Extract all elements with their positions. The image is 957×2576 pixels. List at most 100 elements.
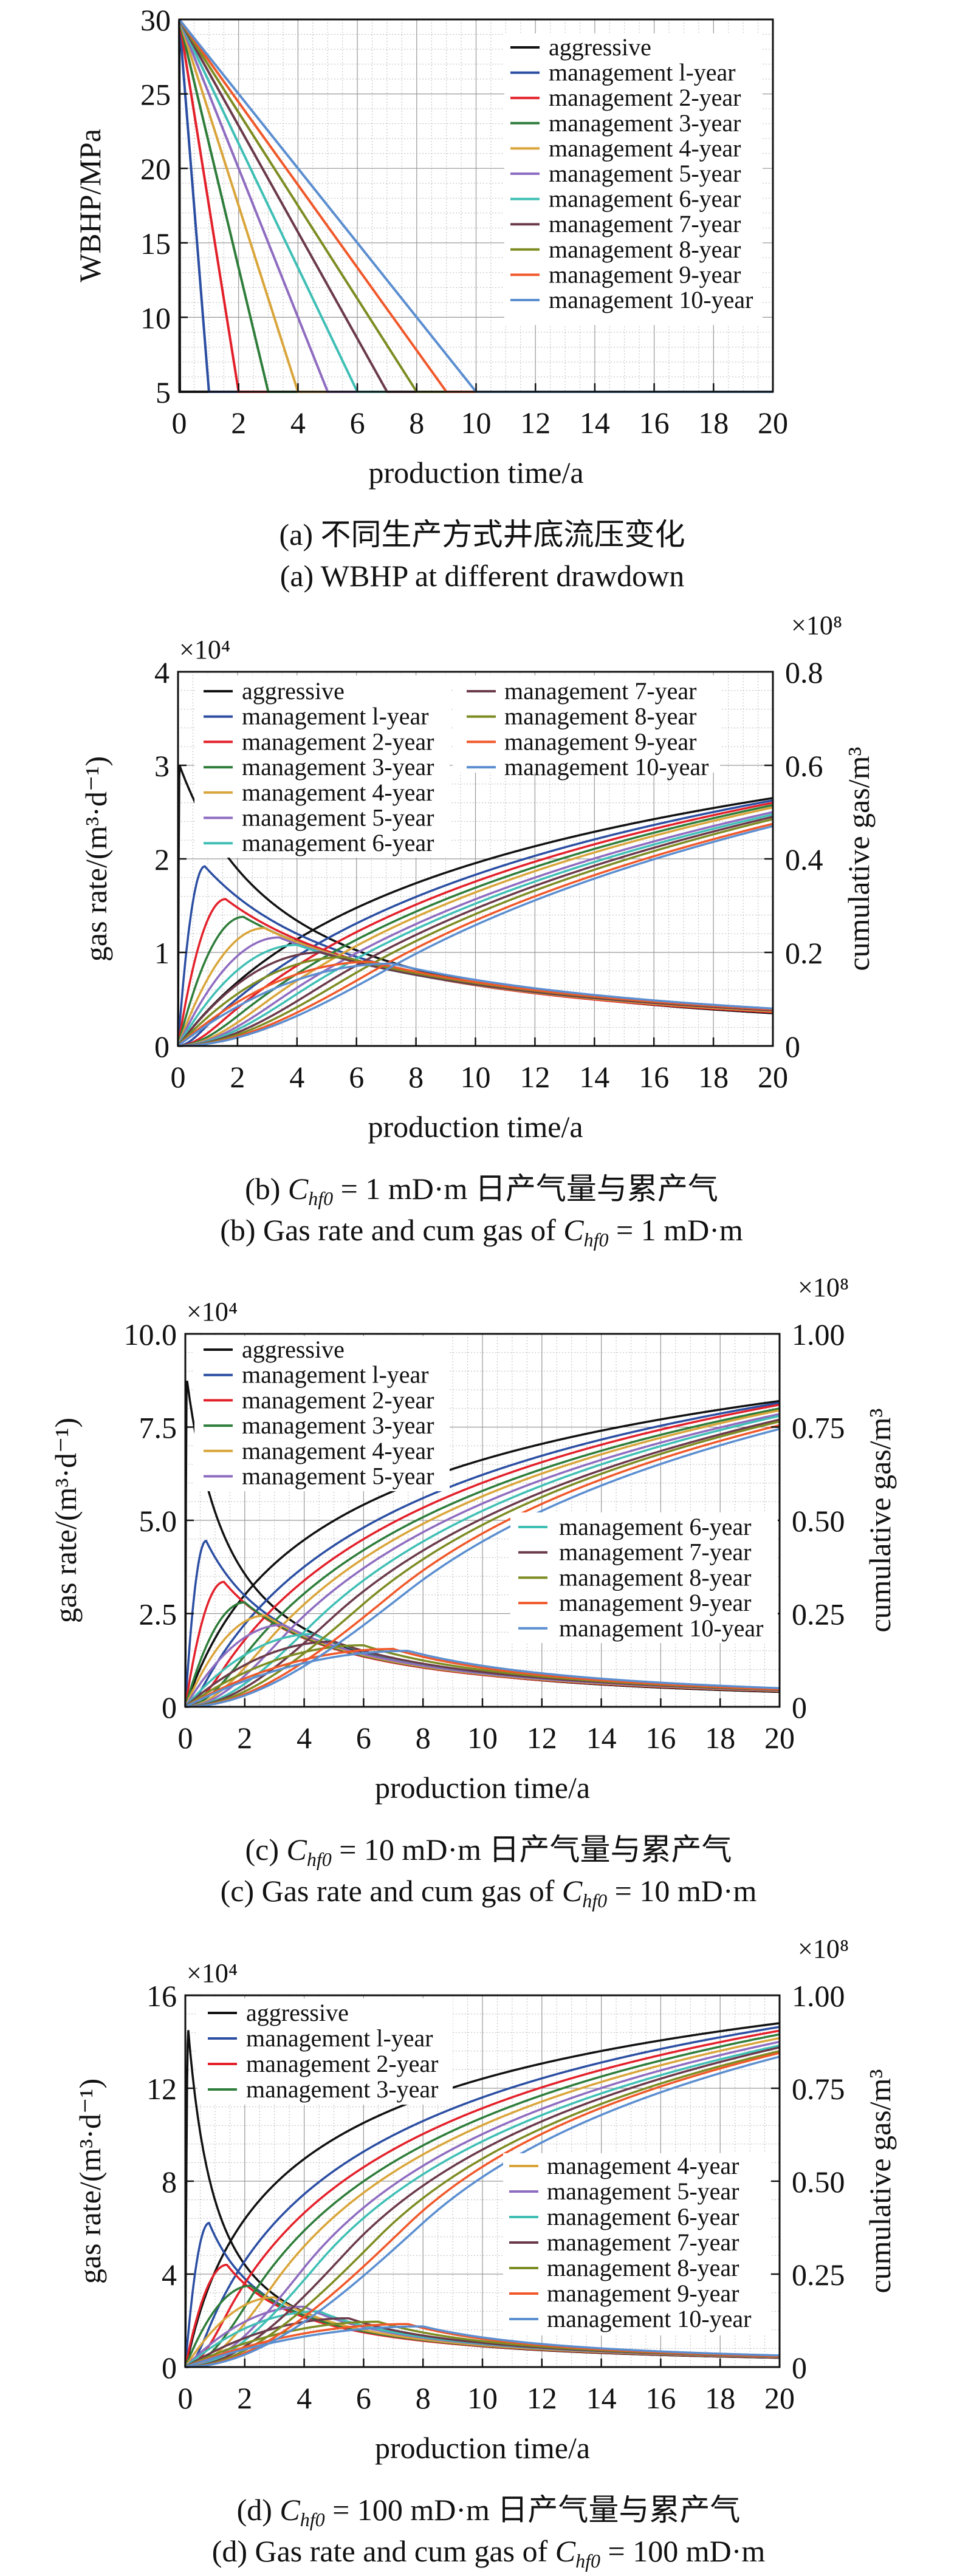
legend-label: management 3-year: [549, 109, 741, 137]
y-axis-multiplier: ×10⁴: [179, 635, 230, 664]
y-tick-label: 15: [140, 227, 171, 261]
legend-label: aggressive: [549, 33, 651, 61]
cumulative-series-line: [185, 2029, 780, 2368]
legend-label: management 2-year: [242, 728, 434, 755]
y-tick-label: 10.0: [124, 1317, 177, 1351]
y-axis-label: gas rate/(m³·d⁻¹): [49, 1418, 83, 1623]
legend-label: management 2-year: [246, 2050, 439, 2077]
legend-label: management l-year: [242, 703, 429, 730]
x-tick-label: 12: [527, 1721, 557, 1755]
y-tick-label: 2: [154, 842, 170, 876]
legend-label: management 10-year: [549, 286, 753, 313]
x-tick-label: 20: [764, 1721, 795, 1755]
legend-item: management 8-year: [467, 703, 697, 730]
cumulative-series-line: [185, 2050, 780, 2368]
series-lines: [184, 1381, 780, 1708]
y2-axis-multiplier: ×10⁸: [798, 1934, 849, 1964]
legend-item: aggressive: [204, 677, 345, 705]
cumulative-series-line: [185, 1407, 780, 1708]
legend-background: [504, 33, 763, 325]
cumulative-series-line: [178, 801, 773, 1047]
x-tick-label: 18: [698, 1060, 729, 1094]
chart-panel-c: 0 2 4 6 8 10 12 14 16 18 2002.55.07.510.000.250.50…: [49, 1273, 897, 1912]
legend-item: management 10-year: [467, 753, 709, 781]
legend-item: management 4-year: [510, 134, 741, 162]
legend-label: management l-year: [246, 2024, 433, 2052]
caption-prefix: (d) Gas rate and cum gas of: [212, 2534, 555, 2568]
legend-item: management 10-year: [518, 1614, 764, 1642]
legend-label: management 3-year: [246, 2075, 439, 2103]
x-tick-label: 8: [409, 406, 424, 440]
x-tick-label: 20: [758, 1060, 788, 1094]
legend-item: management 7-year: [509, 2229, 739, 2256]
y-axis-label: gas rate/(m³·d⁻¹): [73, 2079, 107, 2284]
legend-background: [453, 675, 720, 773]
legend-label: management 2-year: [549, 84, 741, 111]
legend-item: management l-year: [510, 59, 736, 86]
cumulative-series-line: [178, 825, 773, 1047]
y-tick-label: 10: [140, 301, 171, 335]
x-tick-label: 16: [645, 2381, 676, 2415]
cumulative-series-line: [185, 1409, 780, 1708]
figure-caption: (c) Chf0 = 10 mD·m 日产气量与累产气: [245, 1833, 732, 1870]
x-tick-label: 4: [297, 1721, 312, 1755]
figure-caption: (b) Gas rate and cum gas of Chf0 = 1 mD·…: [220, 1213, 743, 1251]
legend-item: management 6-year: [204, 829, 434, 856]
cumulative-series-line: [185, 2046, 780, 2368]
figure-caption: (a) 不同生产方式井底流压变化: [280, 518, 685, 552]
y-tick-label: 5.0: [139, 1504, 177, 1538]
cumulative-series-line: [185, 1415, 780, 1708]
chart-panel-a: 0 2 4 6 8 10 12 14 16 18 20 5 10 15 20 25 30 WBHP/MPa prod…: [73, 3, 788, 593]
caption-sym: C: [562, 1874, 583, 1908]
x-tick-label: 10: [467, 2381, 498, 2415]
x-tick-label: 4: [289, 1060, 304, 1094]
x-tick-label: 0: [178, 2381, 193, 2415]
legend-label: management 5-year: [547, 2178, 739, 2205]
y2-tick-label: 0.75: [792, 1411, 845, 1445]
legend-item: management 5-year: [204, 1463, 434, 1490]
legend-label: management 5-year: [549, 160, 741, 187]
chart-panel-b: 0 2 4 6 8 10 12 14 16 18 200123400.20.40.60.8×10⁴×…: [79, 610, 876, 1251]
legend-label: management 10-year: [504, 753, 709, 781]
y-tick-label: 4: [162, 2258, 177, 2292]
legend-item: management l-year: [204, 1361, 429, 1389]
y2-tick-label: 0.25: [792, 1597, 845, 1631]
y2-axis-label: cumulative gas/m³: [863, 2069, 897, 2293]
caption-sub: hf0: [582, 1890, 607, 1912]
legend-item: management 10-year: [510, 286, 753, 313]
legend-label: management 10-year: [559, 1614, 764, 1642]
legend-item: management 5-year: [204, 804, 434, 832]
x-tick-label: 6: [349, 1060, 364, 1094]
legend-item: management 9-year: [467, 728, 697, 755]
legend-item: management 2-year: [510, 84, 741, 111]
legend-item: management 9-year: [509, 2280, 739, 2307]
x-tick-label: 0: [178, 1721, 193, 1755]
chart-panel-d: 0 2 4 6 8 10 12 14 16 18 20048121600.250.500.751.0…: [73, 1934, 897, 2572]
cumulative-series-line: [185, 2052, 780, 2368]
x-tick-label: 8: [416, 2381, 431, 2415]
x-tick-label: 2: [237, 1721, 252, 1755]
y-tick-label: 0: [154, 1030, 170, 1064]
y-axis-label: WBHP/MPa: [73, 129, 107, 282]
caption-suffix: = 100 mD·m: [600, 2534, 765, 2568]
x-tick-label: 4: [297, 2381, 312, 2415]
y2-tick-label: 0.4: [785, 842, 823, 876]
x-tick-label: 20: [758, 406, 788, 440]
y-tick-label: 0: [162, 2351, 177, 2385]
cumulative-series-line: [178, 813, 773, 1047]
figure-caption: (b) Chf0 = 1 mD·m 日产气量与累产气: [245, 1172, 718, 1209]
cumulative-series-line: [185, 2044, 780, 2368]
caption-sym: C: [280, 2493, 300, 2527]
caption-prefix: (b) Gas rate and cum gas of: [220, 1213, 563, 1247]
caption-prefix: (d): [237, 2493, 280, 2527]
x-tick-label: 10: [467, 1721, 498, 1755]
cumulative-series-line: [185, 2026, 780, 2368]
x-tick-label: 0: [172, 406, 187, 440]
legend-item: management 6-year: [509, 2203, 739, 2230]
legend-item: management 10-year: [509, 2305, 752, 2332]
legend-item: management 4-year: [509, 2152, 739, 2179]
legend-label: management 6-year: [549, 185, 741, 213]
